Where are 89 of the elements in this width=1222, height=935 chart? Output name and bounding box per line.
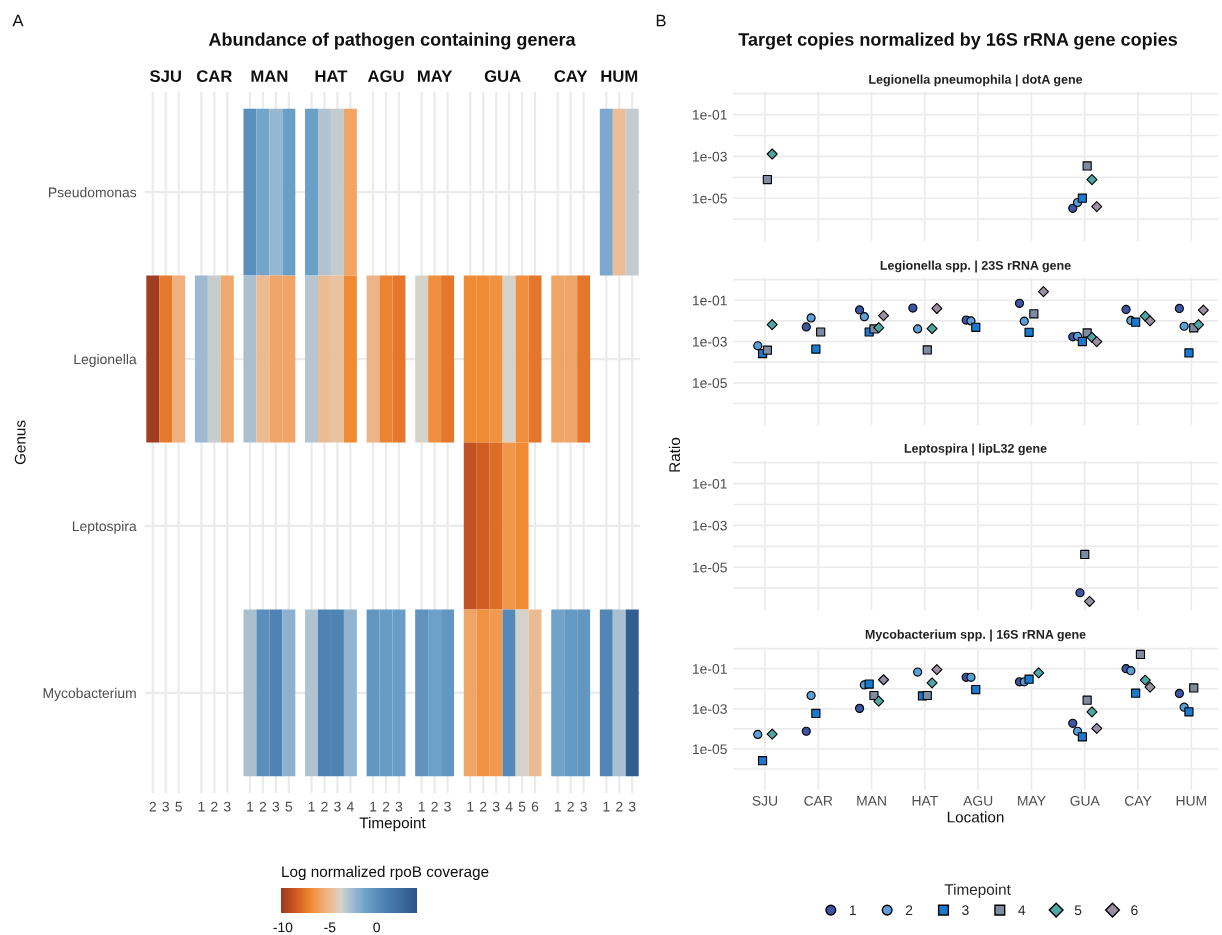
text: Target copies normalized by 16S rRNA gene copies [738, 32, 1178, 50]
legend-label: 4 [1018, 905, 1026, 915]
x-tick-label: 1 [467, 801, 474, 812]
x-tick-label: 4 [505, 801, 513, 812]
x-tick-label: 6 [531, 801, 539, 812]
chart-title: Leptospira | lipL32 gene [904, 443, 1047, 456]
x-tick-label: 2 [259, 801, 267, 812]
x-tick-label: 4 [346, 801, 354, 812]
x-tick-label: 2 [616, 801, 623, 812]
x-tick-label: 2 [382, 801, 390, 812]
x-tick-label: 3 [580, 801, 587, 812]
color-bar-label: -10 [273, 922, 293, 933]
x-axis-title: Timepoint [359, 817, 426, 832]
x-tick-label: 1 [603, 801, 610, 812]
legend-label: 6 [1131, 905, 1138, 916]
x-tick-label: 1 [554, 801, 561, 812]
y-tick-label: Legionella [74, 354, 137, 367]
y-axis-title: Genus [14, 420, 26, 465]
legend-label: 5 [1074, 905, 1082, 916]
x-tick-label: 3 [628, 801, 636, 812]
text: Abundance of pathogen containing genera [208, 32, 576, 50]
y-tick-label: 1e-01 [692, 295, 727, 306]
x-tick-label: 3 [223, 801, 231, 812]
x-tick-label: HUM [1176, 796, 1207, 806]
y-tick-label: Leptospira [72, 520, 137, 534]
color-bar-title: Log normalized rpoB coverage [282, 865, 489, 881]
x-tick-label: 5 [175, 801, 182, 812]
legend-label: 1 [849, 905, 856, 915]
x-tick-label: 1 [370, 801, 377, 812]
x-tick-label: 1 [198, 801, 205, 812]
y-tick-label: 1e-05 [692, 193, 727, 204]
x-tick-label: 2 [211, 801, 218, 812]
x-tick-label: 2 [567, 801, 574, 812]
x-tick-label: SJU [752, 795, 778, 806]
x-tick-label: 5 [285, 801, 293, 812]
legend-label: 3 [962, 905, 969, 916]
text: HUM [601, 70, 638, 83]
text: HAT [315, 70, 348, 82]
x-tick-label: GUA [1070, 795, 1100, 806]
chart-title: Legionella pneumophila | dotA gene [869, 74, 1083, 87]
text: Ratio [668, 437, 681, 472]
text: GUA [484, 70, 521, 83]
x-tick-label: 2 [321, 801, 328, 812]
x-tick-label: 1 [308, 801, 315, 812]
x-tick-label: 3 [492, 801, 500, 812]
y-tick-label: Pseudomonas [49, 187, 137, 198]
legend-label: 2 [905, 905, 913, 915]
x-tick-label: 3 [395, 801, 403, 812]
x-tick-label: 1 [247, 801, 254, 812]
x-tick-label: AGU [963, 795, 993, 806]
x-tick-label: 3 [272, 801, 280, 812]
x-tick-label: MAN [857, 796, 886, 806]
text: A [12, 14, 24, 27]
text: CAY [554, 70, 588, 83]
x-axis-title: Location [947, 811, 1004, 823]
y-tick-label: 1e-03 [692, 336, 727, 347]
x-tick-label: 1 [418, 801, 425, 812]
color-bar-label: 0 [373, 922, 380, 933]
text: B [656, 14, 666, 27]
x-tick-label: 5 [518, 801, 526, 812]
y-tick-label: Mycobacterium [43, 687, 136, 701]
text: AGU [367, 70, 404, 83]
x-tick-label: 3 [334, 801, 341, 812]
y-tick-label: 1e-01 [692, 663, 727, 674]
y-tick-label: 1e-03 [692, 704, 727, 714]
y-tick-label: 1e-05 [692, 378, 727, 388]
text: SJU [150, 70, 181, 83]
y-tick-label: 1e-05 [692, 744, 727, 755]
x-tick-label: CAR [804, 795, 833, 806]
x-tick-label: CAY [1124, 795, 1152, 806]
x-tick-label: 2 [149, 801, 156, 812]
color-bar-label: -5 [324, 922, 336, 933]
x-tick-label: HAT [912, 796, 938, 806]
chart-title: Legionella spp. | 23S rRNA gene [880, 260, 1071, 273]
y-tick-label: 1e-03 [692, 151, 727, 162]
x-tick-label: MAY [1018, 796, 1046, 806]
x-tick-label: 2 [431, 801, 438, 812]
text: CAR [196, 70, 233, 83]
chart-title: Mycobacterium spp. | 16S rRNA gene [865, 629, 1086, 642]
x-tick-label: 2 [480, 801, 487, 812]
text: MAY [417, 70, 453, 82]
text: MAN [251, 70, 288, 82]
x-tick-label: 3 [444, 801, 451, 812]
y-tick-label: 1e-01 [692, 109, 727, 120]
y-tick-label: 1e-05 [692, 562, 727, 573]
y-tick-label: 1e-03 [692, 520, 727, 531]
x-tick-label: 3 [162, 801, 169, 812]
y-tick-label: 1e-01 [692, 478, 727, 489]
legend-title: Timepoint [944, 883, 1011, 898]
